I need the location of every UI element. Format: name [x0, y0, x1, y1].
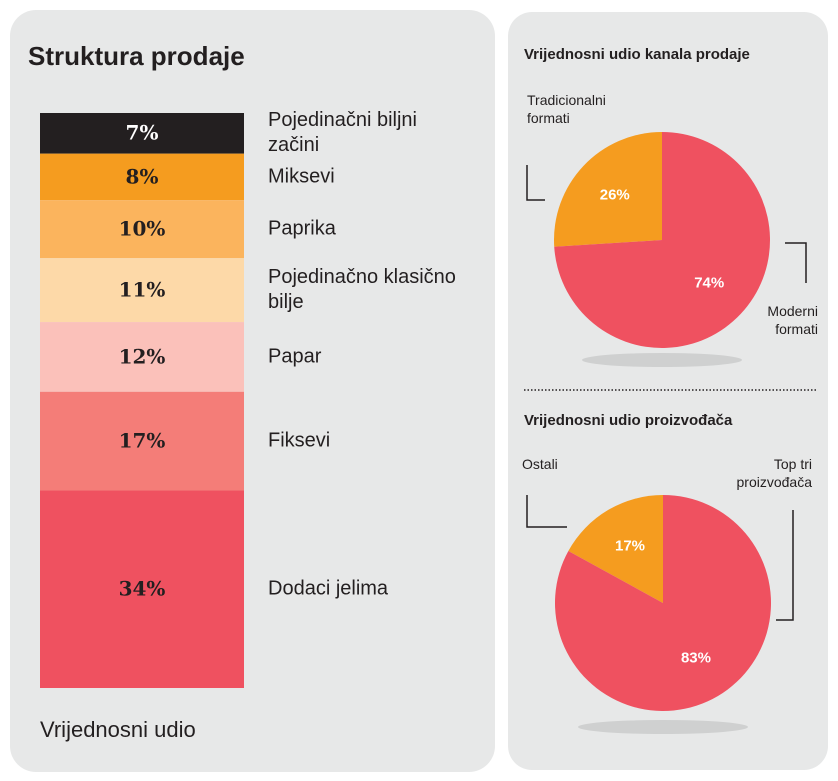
value-label: 17% — [118, 428, 166, 453]
value-label: 34% — [118, 576, 166, 601]
category-label: Top tri proizvođača — [736, 456, 813, 490]
pie-slice — [554, 132, 771, 348]
callout-line — [776, 510, 794, 621]
pie-shadow — [578, 720, 748, 734]
value-label: 74% — [694, 274, 725, 292]
bar-segment — [40, 113, 244, 154]
chart-title: Struktura prodaje — [28, 41, 245, 71]
bar-segment — [40, 391, 244, 491]
callout-line — [526, 165, 545, 201]
value-label: 11% — [118, 277, 166, 302]
legend-label: Papar — [268, 345, 322, 368]
category-label: Ostali — [522, 456, 558, 472]
legend-label: Pojedinačno klasično bilje — [268, 266, 456, 314]
bar-segment — [40, 490, 244, 688]
pie-slice — [554, 495, 771, 712]
category-label: Moderni formati — [767, 303, 818, 337]
pie-shadow — [582, 353, 742, 367]
legend-label: Dodaci jelima — [268, 577, 389, 600]
value-label: 17% — [614, 537, 646, 555]
value-label: 7% — [125, 120, 159, 145]
axis-label: Vrijednosni udio — [40, 717, 196, 742]
value-label: 8% — [125, 164, 159, 189]
value-label: 26% — [599, 186, 630, 204]
legend-label: Paprika — [268, 217, 336, 240]
bar-segment — [40, 258, 244, 323]
value-label: 12% — [118, 344, 166, 369]
chart-title: Vrijednosni udio proizvođača — [524, 412, 733, 429]
value-label: 83% — [680, 649, 711, 667]
bar-segment — [40, 153, 244, 201]
category-label: Tradicionalni formati — [527, 92, 606, 126]
pie-slice — [554, 132, 662, 247]
chart-title: Vrijednosni udio kanala prodaje — [524, 46, 750, 63]
bar-segment — [40, 322, 244, 392]
legend-label: Pojedinačni biljni začini — [268, 109, 417, 157]
legend-label: Fiksevi — [268, 429, 331, 452]
callout-line — [526, 495, 567, 528]
value-label: 10% — [118, 216, 166, 241]
callout-line — [785, 242, 807, 283]
pie-slice — [568, 495, 663, 603]
legend-label: Miksevi — [268, 165, 335, 188]
bar-segment — [40, 200, 244, 259]
